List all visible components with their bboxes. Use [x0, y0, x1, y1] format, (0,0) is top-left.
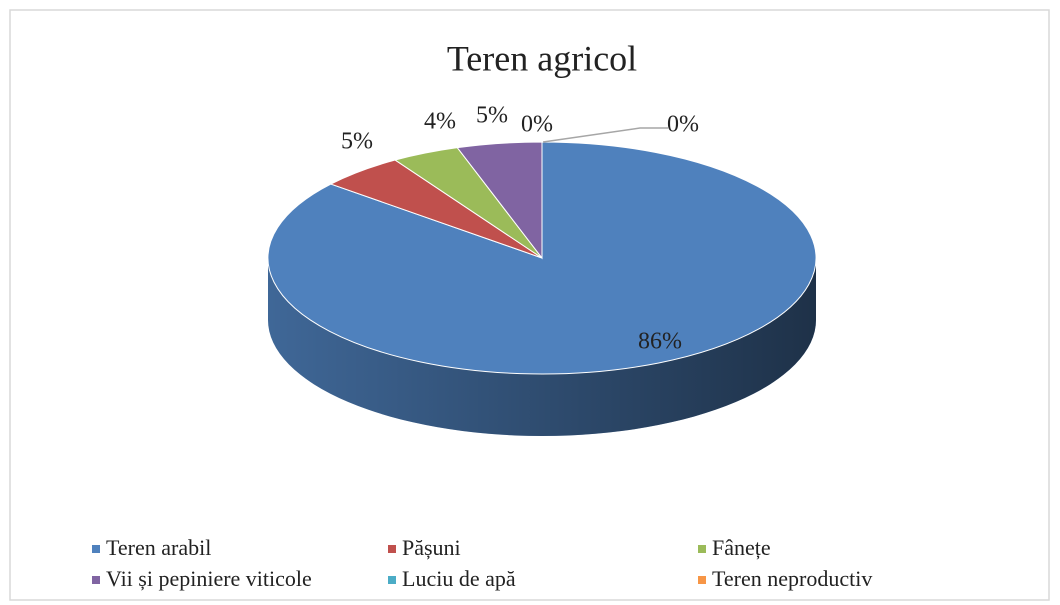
legend-label: Fânețe [712, 535, 771, 560]
data-label: 86% [638, 329, 682, 355]
legend-swatch [698, 576, 706, 584]
legend-label: Vii și pepiniere viticole [106, 566, 312, 591]
chart-title: Teren agricol [447, 38, 637, 78]
leader-line [542, 127, 668, 143]
data-label: 0% [521, 112, 553, 138]
legend-swatch [388, 545, 396, 553]
slice-side-shade [268, 258, 816, 436]
data-label: 5% [341, 129, 373, 155]
legend-swatch [92, 576, 100, 584]
legend-swatch [92, 545, 100, 553]
legend-label: Teren neproductiv [712, 566, 872, 591]
legend-label: Teren arabil [106, 535, 211, 560]
data-label: 4% [424, 109, 456, 135]
data-label: 0% [667, 112, 699, 138]
legend-swatch [388, 576, 396, 584]
legend-label: Pășuni [402, 535, 461, 560]
data-label: 5% [476, 103, 508, 129]
legend-swatch [698, 545, 706, 553]
legend-label: Luciu de apă [402, 566, 516, 591]
